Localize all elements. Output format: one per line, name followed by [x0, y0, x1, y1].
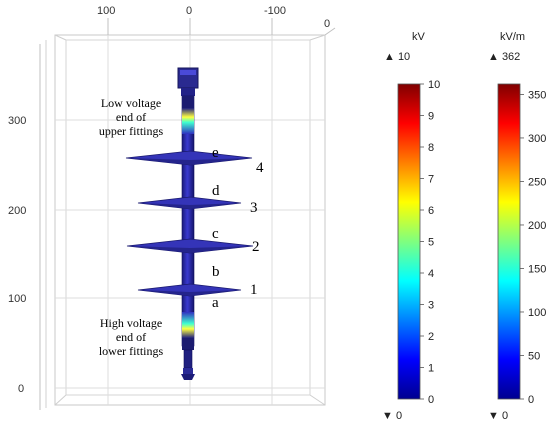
top-tick-0: 0 — [186, 5, 192, 17]
left-tick-200: 200 — [8, 205, 26, 217]
field-colorbar-max-marker: ▲ 362 — [488, 51, 520, 63]
shed-label-4: 4 — [256, 160, 264, 176]
colorbar-tick-label: 6 — [428, 205, 434, 217]
colorbar-tick-label: 100 — [528, 307, 546, 319]
left-tick-300: 300 — [8, 115, 26, 127]
gap-label-d: d — [212, 183, 220, 199]
gap-label-c: c — [212, 226, 219, 242]
gap-label-a: a — [212, 295, 219, 311]
colorbar-tick-label: 4 — [428, 268, 434, 280]
lower-fitting-stem — [183, 349, 193, 369]
colorbar-tick-label: 50 — [528, 350, 540, 362]
field-colorbar-unit: kV/m — [500, 31, 525, 43]
svg-text:end of: end of — [116, 110, 146, 124]
gap-label-e: e — [212, 145, 219, 161]
colorbar-tick-label: 350 — [528, 89, 546, 101]
top-tick-minus-100: -100 — [264, 5, 286, 17]
colorbar-tick-label: 3 — [428, 300, 434, 312]
colorbar-tick-label: 10 — [428, 79, 440, 91]
field-colorbar: kV/m ▲ 362 350 300 250 200 150 100 50 0 ▼ 0 — [488, 31, 546, 422]
left-tick-100: 100 — [8, 293, 26, 305]
upper-fitting-field-hotspot — [182, 108, 194, 134]
left-tick-0: 0 — [18, 383, 24, 395]
svg-text:end of: end of — [116, 330, 146, 344]
gap-label-b: b — [212, 264, 220, 280]
field-colorbar-ticks: 350 300 250 200 150 100 50 0 — [520, 89, 546, 406]
colorbar-tick-label: 200 — [528, 220, 546, 232]
shed-label-1: 1 — [250, 282, 258, 298]
potential-colorbar-min-marker: ▼ 0 — [382, 410, 402, 422]
top-tick-100: 100 — [97, 5, 115, 17]
colorbar-tick-label: 300 — [528, 133, 546, 145]
colorbar-tick-label: 150 — [528, 263, 546, 275]
svg-text:upper fittings: upper fittings — [99, 124, 164, 138]
shed-1 — [137, 283, 242, 297]
svg-text:Low voltage: Low voltage — [101, 96, 161, 110]
colorbar-tick-label: 1 — [428, 363, 434, 375]
field-colorbar-min-marker: ▼ 0 — [488, 410, 508, 422]
colorbar-tick-label: 0 — [428, 394, 434, 406]
colorbar-tick-label: 5 — [428, 237, 434, 249]
upper-fitting-neck — [181, 88, 195, 96]
colorbar-tick-label: 0 — [528, 394, 534, 406]
potential-colorbar-gradient — [397, 83, 421, 400]
svg-text:High voltage: High voltage — [100, 316, 162, 330]
shed-label-3: 3 — [250, 200, 258, 216]
potential-colorbar-unit: kV — [412, 31, 426, 43]
lower-fitting-base — [181, 374, 195, 380]
colorbar-tick-label: 2 — [428, 331, 434, 343]
shed-3 — [137, 196, 242, 210]
upper-fitting-annotation: Low voltage end of upper fittings — [99, 96, 164, 138]
shed-label-2: 2 — [252, 239, 260, 255]
potential-colorbar-max-marker: ▲ 10 — [384, 51, 410, 63]
colorbar-tick-label: 7 — [428, 174, 434, 186]
colorbar-tick-label: 8 — [428, 142, 434, 154]
colorbar-tick-label: 250 — [528, 176, 546, 188]
field-colorbar-gradient — [497, 83, 521, 400]
top-right-tick: 0 — [324, 18, 330, 30]
lower-fitting-field-hotspot — [182, 312, 194, 338]
insulator-model — [125, 67, 254, 380]
model-frame — [39, 18, 336, 410]
svg-text:lower fittings: lower fittings — [99, 344, 164, 358]
shed-2 — [126, 238, 254, 254]
shed-4 — [125, 150, 253, 166]
colorbar-tick-label: 9 — [428, 111, 434, 123]
lower-fitting-annotation: High voltage end of lower fittings — [99, 316, 164, 358]
